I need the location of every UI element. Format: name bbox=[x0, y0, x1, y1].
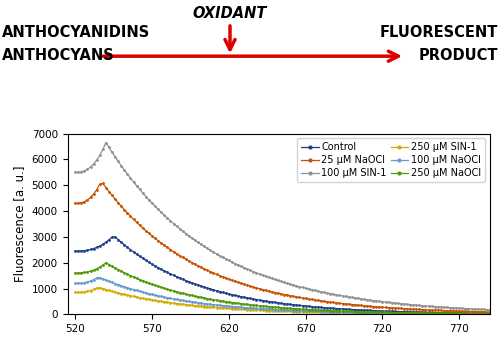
Line: 250 μM SIN-1: 250 μM SIN-1 bbox=[74, 286, 492, 315]
100 μM SIN-1 bbox=[410, 303, 416, 307]
100 μM NaOCl bbox=[97, 275, 103, 280]
Control bbox=[416, 310, 422, 314]
25 μM NaOCl bbox=[466, 309, 471, 313]
25 μM NaOCl bbox=[235, 280, 241, 284]
250 μM NaOCl bbox=[487, 312, 493, 316]
250 μM NaOCl bbox=[414, 311, 420, 315]
Line: 100 μM SIN-1: 100 μM SIN-1 bbox=[74, 141, 492, 311]
250 μM NaOCl bbox=[72, 271, 78, 275]
Text: ANTHOCYANS: ANTHOCYANS bbox=[2, 48, 115, 63]
Control bbox=[466, 311, 471, 315]
100 μM SIN-1 bbox=[103, 141, 109, 145]
25 μM NaOCl bbox=[124, 211, 130, 215]
250 μM SIN-1 bbox=[97, 286, 103, 290]
250 μM SIN-1 bbox=[410, 312, 416, 316]
250 μM NaOCl bbox=[410, 311, 416, 315]
Text: PRODUCT: PRODUCT bbox=[418, 48, 498, 63]
250 μM SIN-1 bbox=[416, 312, 422, 316]
Line: Control: Control bbox=[74, 236, 492, 315]
250 μM NaOCl bbox=[235, 301, 241, 305]
250 μM SIN-1 bbox=[414, 312, 420, 316]
100 μM SIN-1 bbox=[124, 172, 130, 176]
25 μM NaOCl bbox=[487, 310, 493, 314]
Y-axis label: Fluorescence [a. u.]: Fluorescence [a. u.] bbox=[13, 166, 26, 282]
Text: ANTHOCYANIDINS: ANTHOCYANIDINS bbox=[2, 25, 150, 40]
Control bbox=[235, 294, 241, 298]
100 μM NaOCl bbox=[410, 311, 416, 315]
250 μM SIN-1 bbox=[235, 307, 241, 311]
Control bbox=[414, 310, 420, 314]
100 μM NaOCl bbox=[487, 312, 493, 316]
100 μM SIN-1 bbox=[487, 308, 493, 312]
100 μM SIN-1 bbox=[72, 170, 78, 174]
100 μM NaOCl bbox=[124, 286, 130, 290]
25 μM NaOCl bbox=[416, 308, 422, 312]
25 μM NaOCl bbox=[100, 182, 106, 186]
Control bbox=[410, 310, 416, 314]
25 μM NaOCl bbox=[414, 307, 420, 311]
100 μM SIN-1 bbox=[416, 304, 422, 308]
100 μM NaOCl bbox=[414, 311, 420, 315]
250 μM SIN-1 bbox=[124, 293, 130, 297]
Control bbox=[112, 235, 118, 239]
250 μM SIN-1 bbox=[72, 290, 78, 294]
250 μM NaOCl bbox=[466, 312, 471, 316]
Line: 250 μM NaOCl: 250 μM NaOCl bbox=[74, 261, 492, 315]
Control bbox=[124, 245, 130, 249]
Control bbox=[72, 249, 78, 253]
100 μM NaOCl bbox=[235, 305, 241, 309]
100 μM NaOCl bbox=[416, 311, 422, 315]
25 μM NaOCl bbox=[410, 307, 416, 311]
250 μM SIN-1 bbox=[466, 312, 471, 316]
250 μM NaOCl bbox=[416, 311, 422, 315]
250 μM SIN-1 bbox=[487, 312, 493, 316]
100 μM NaOCl bbox=[466, 312, 471, 316]
Line: 100 μM NaOCl: 100 μM NaOCl bbox=[74, 276, 492, 315]
Text: OXIDANT: OXIDANT bbox=[193, 6, 267, 21]
250 μM NaOCl bbox=[103, 261, 109, 265]
250 μM NaOCl bbox=[124, 272, 130, 276]
100 μM SIN-1 bbox=[466, 307, 471, 311]
25 μM NaOCl bbox=[72, 201, 78, 205]
Legend: Control, 25 μM NaOCl, 100 μM SIN-1, 250 μM SIN-1, 100 μM NaOCl, 250 μM NaOCl: Control, 25 μM NaOCl, 100 μM SIN-1, 250 … bbox=[297, 138, 485, 182]
100 μM SIN-1 bbox=[414, 303, 420, 307]
100 μM NaOCl bbox=[72, 281, 78, 285]
Line: 25 μM NaOCl: 25 μM NaOCl bbox=[74, 182, 492, 313]
Text: FLUORESCENT: FLUORESCENT bbox=[380, 25, 498, 40]
Control bbox=[487, 311, 493, 315]
100 μM SIN-1 bbox=[235, 263, 241, 267]
